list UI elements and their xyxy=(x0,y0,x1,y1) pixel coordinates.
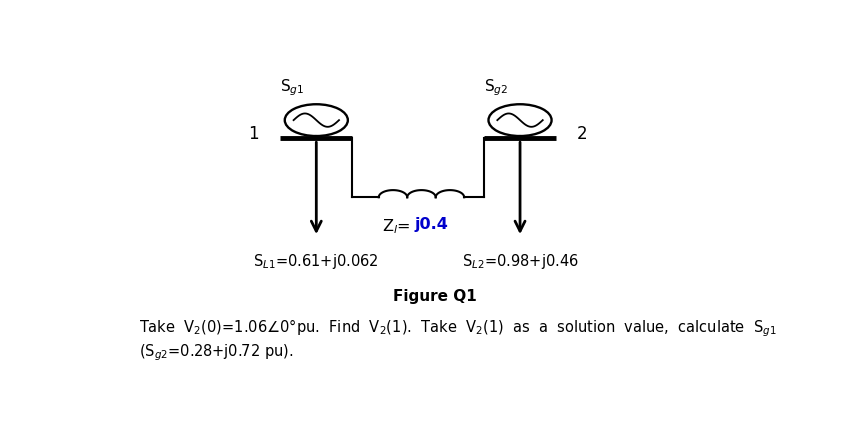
Text: S$_{g2}$: S$_{g2}$ xyxy=(484,77,508,98)
Text: S$_{g1}$: S$_{g1}$ xyxy=(280,77,304,98)
Text: Z$_l$=: Z$_l$= xyxy=(382,217,411,236)
Text: 2: 2 xyxy=(577,126,588,143)
Text: (S$_{g2}$=0.28+j0.72 pu).: (S$_{g2}$=0.28+j0.72 pu). xyxy=(139,343,293,363)
Text: Take  V$_2$(0)=1.06∠0°pu.  Find  V$_2$(1).  Take  V$_2$(1)  as  a  solution  val: Take V$_2$(0)=1.06∠0°pu. Find V$_2$(1). … xyxy=(139,317,777,339)
Text: 1: 1 xyxy=(248,126,259,143)
Text: j0.4: j0.4 xyxy=(415,217,449,232)
Text: S$_{L2}$=0.98+j0.46: S$_{L2}$=0.98+j0.46 xyxy=(461,252,578,271)
Text: S$_{L1}$=0.61+j0.062: S$_{L1}$=0.61+j0.062 xyxy=(254,252,379,271)
Text: Figure Q1: Figure Q1 xyxy=(393,289,477,304)
